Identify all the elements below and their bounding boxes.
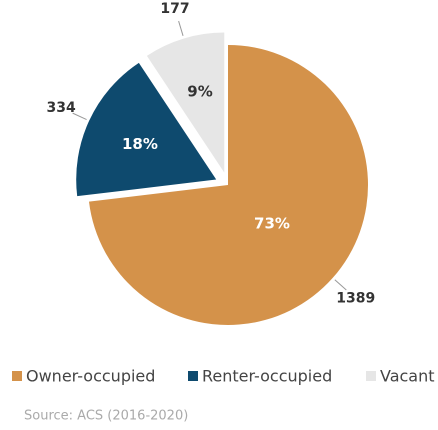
pie-slice xyxy=(146,32,225,173)
legend-swatch xyxy=(188,371,198,381)
percent-label: 9% xyxy=(187,83,212,101)
leader-line xyxy=(334,279,347,291)
leader-line xyxy=(72,112,87,121)
legend-label: Owner-occupied xyxy=(26,367,155,386)
pie-slice xyxy=(88,45,369,325)
source: Source: ACS (2016-2020) xyxy=(24,409,188,424)
pie-slice xyxy=(76,62,217,197)
legend-swatch xyxy=(366,371,376,381)
percent-label: 18% xyxy=(122,135,158,153)
percent-label: 73% xyxy=(254,215,290,233)
value-label: 177 xyxy=(160,1,189,17)
legend-swatch xyxy=(12,371,22,381)
value-label: 334 xyxy=(47,100,76,116)
value-label: 1389 xyxy=(336,290,375,306)
legend-label: Renter-occupied xyxy=(202,367,332,386)
legend-label: Vacant xyxy=(380,367,435,386)
leader-line xyxy=(178,20,184,36)
